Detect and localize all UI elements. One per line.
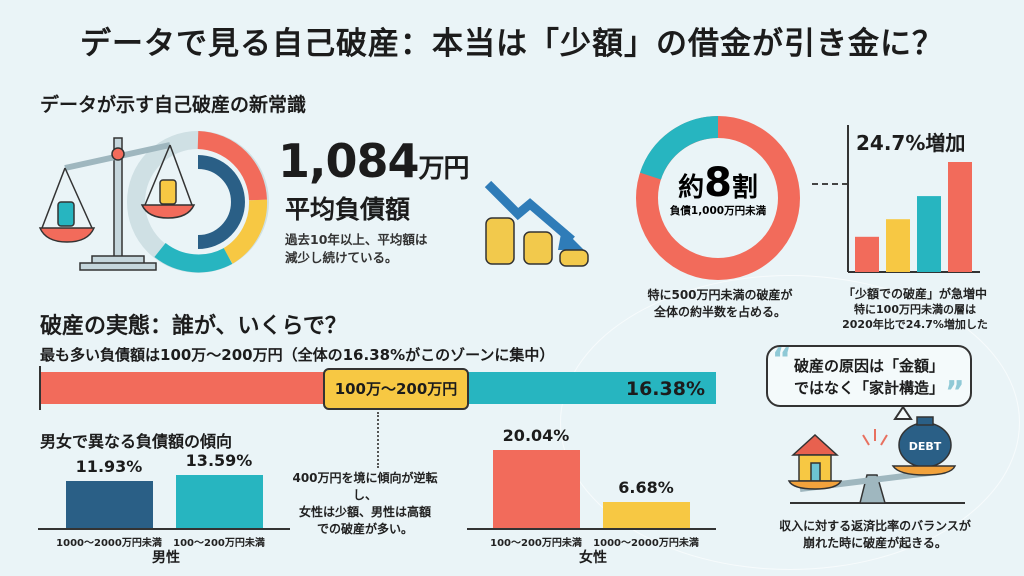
close-quote-icon: ” xyxy=(945,375,965,410)
quote-line: ではなく「家計構造」 xyxy=(793,379,944,397)
average-debt-value: 1,084万円 xyxy=(278,134,470,188)
house-debt-seesaw-illustration: DEBT xyxy=(787,405,965,504)
growth-title: 24.7%増加 xyxy=(856,131,966,155)
bar-category-label: 1000〜2000万円未満 xyxy=(56,538,162,549)
growth-bar xyxy=(948,162,972,272)
gender-axis xyxy=(467,528,716,530)
gender-group-label: 女性 xyxy=(579,550,607,566)
house-icon xyxy=(791,433,839,482)
coins-down-arrow-icon xyxy=(484,180,589,267)
range-bar-tick xyxy=(39,366,41,410)
bar-category-label: 1000〜2000万円未満 xyxy=(593,538,699,549)
growth-bar-chart xyxy=(847,125,980,273)
growth-bar xyxy=(855,236,879,272)
gender-bar xyxy=(493,449,580,528)
seesaw-caption: 収入に対する返済比率のバランスが 崩れた時に破産が起きる。 xyxy=(770,518,980,552)
caption-line: 減少し続けている。 xyxy=(285,250,398,265)
caption-line: 崩れた時に破産が起きる。 xyxy=(803,536,947,550)
growth-bar xyxy=(886,219,910,272)
gender-caption: 400万円を境に傾向が逆転し、女性は少額、男性は高額 での破産が多い。 xyxy=(285,470,445,538)
caption-line: 過去10年以上、平均額は xyxy=(285,232,428,247)
donut-sub-text: 負債1,000万円未満 xyxy=(670,204,767,217)
caption-line: での破産が多い。 xyxy=(316,522,413,536)
bar-category-label: 100〜200万円未満 xyxy=(173,538,265,549)
decorative-curve xyxy=(560,275,1020,570)
donut-segment-other xyxy=(640,116,719,180)
section-heading: データが示す自己破産の新常識 xyxy=(40,94,307,116)
debt-under-10m-donut: 約8割 負債1,000万円未満 xyxy=(636,116,800,280)
average-unit: 万円 xyxy=(418,154,470,184)
gender-bar xyxy=(176,474,263,528)
gender-bar xyxy=(66,481,153,528)
open-quote-icon: “ xyxy=(772,342,792,377)
gender-heading: 男女で異なる負債額の傾向 xyxy=(40,432,233,451)
average-number: 1,084 xyxy=(278,134,420,188)
scale-ring-illustration xyxy=(38,131,269,273)
page-title: データで見る自己破産：本当は「少額」の借金が引き金に？ xyxy=(80,26,944,62)
ring-icon xyxy=(127,131,269,273)
gender-group-label: 男性 xyxy=(152,550,180,566)
range-label-box: 100万〜200万円 xyxy=(323,368,469,410)
gender-axis xyxy=(38,528,290,530)
quote-line: 破産の原因は「金額」 xyxy=(793,357,944,375)
caption-line: 全体の約半数を占める。 xyxy=(653,305,786,319)
donut-caption: 特に500万円未満の破産が 全体の約半数を占める。 xyxy=(630,287,810,321)
growth-caption: 「少額での破産」が急増中 特に100万円未満の層は 2020年比で24.7%増加した xyxy=(820,287,1010,332)
bar-value-label: 6.68% xyxy=(618,477,674,497)
average-caption: 過去10年以上、平均額は 減少し続けている。 xyxy=(285,231,427,267)
caption-line: 「少額での破産」が急増中 xyxy=(842,287,987,301)
dotted-connector xyxy=(377,412,379,468)
quote-bubble: 破産の原因は「金額」 ではなく「家計構造」 xyxy=(766,345,972,407)
gender-bar xyxy=(603,501,690,528)
debt-bag-label: DEBT xyxy=(909,440,942,453)
growth-bar xyxy=(917,196,941,272)
caption-line: 収入に対する返済比率のバランスが xyxy=(779,519,971,533)
caption-line: 400万円を境に傾向が逆転し、 xyxy=(292,471,438,502)
average-debt-label: 平均負債額 xyxy=(285,195,411,224)
range-percentage: 16.38% xyxy=(625,378,705,400)
connector-line xyxy=(812,183,848,185)
balance-scale-icon xyxy=(38,137,196,271)
bar-value-label: 13.59% xyxy=(185,450,253,470)
caption-line: 2020年比で24.7%増加した xyxy=(842,318,988,331)
debt-bag-icon: DEBT xyxy=(898,416,952,468)
bar-value-label: 11.93% xyxy=(75,457,143,477)
range-bar-left xyxy=(40,372,324,404)
bubble-tail xyxy=(893,405,913,420)
caption-line: 特に500万円未満の破産が xyxy=(647,288,793,302)
caption-line: 女性は少額、男性は高額 xyxy=(298,505,431,519)
caption-line: 特に100万円未満の層は xyxy=(854,303,976,316)
section-heading: 破産の実態：誰が、いくらで？ xyxy=(40,314,347,339)
donut-main-text: 約8割 xyxy=(678,160,758,206)
bar-value-label: 20.04% xyxy=(502,425,570,445)
bar-category-label: 100〜200万円未満 xyxy=(490,538,582,549)
section-subheading: 最も多い負債額は100万〜200万円（全体の16.38%がこのゾーンに集中） xyxy=(40,346,555,364)
